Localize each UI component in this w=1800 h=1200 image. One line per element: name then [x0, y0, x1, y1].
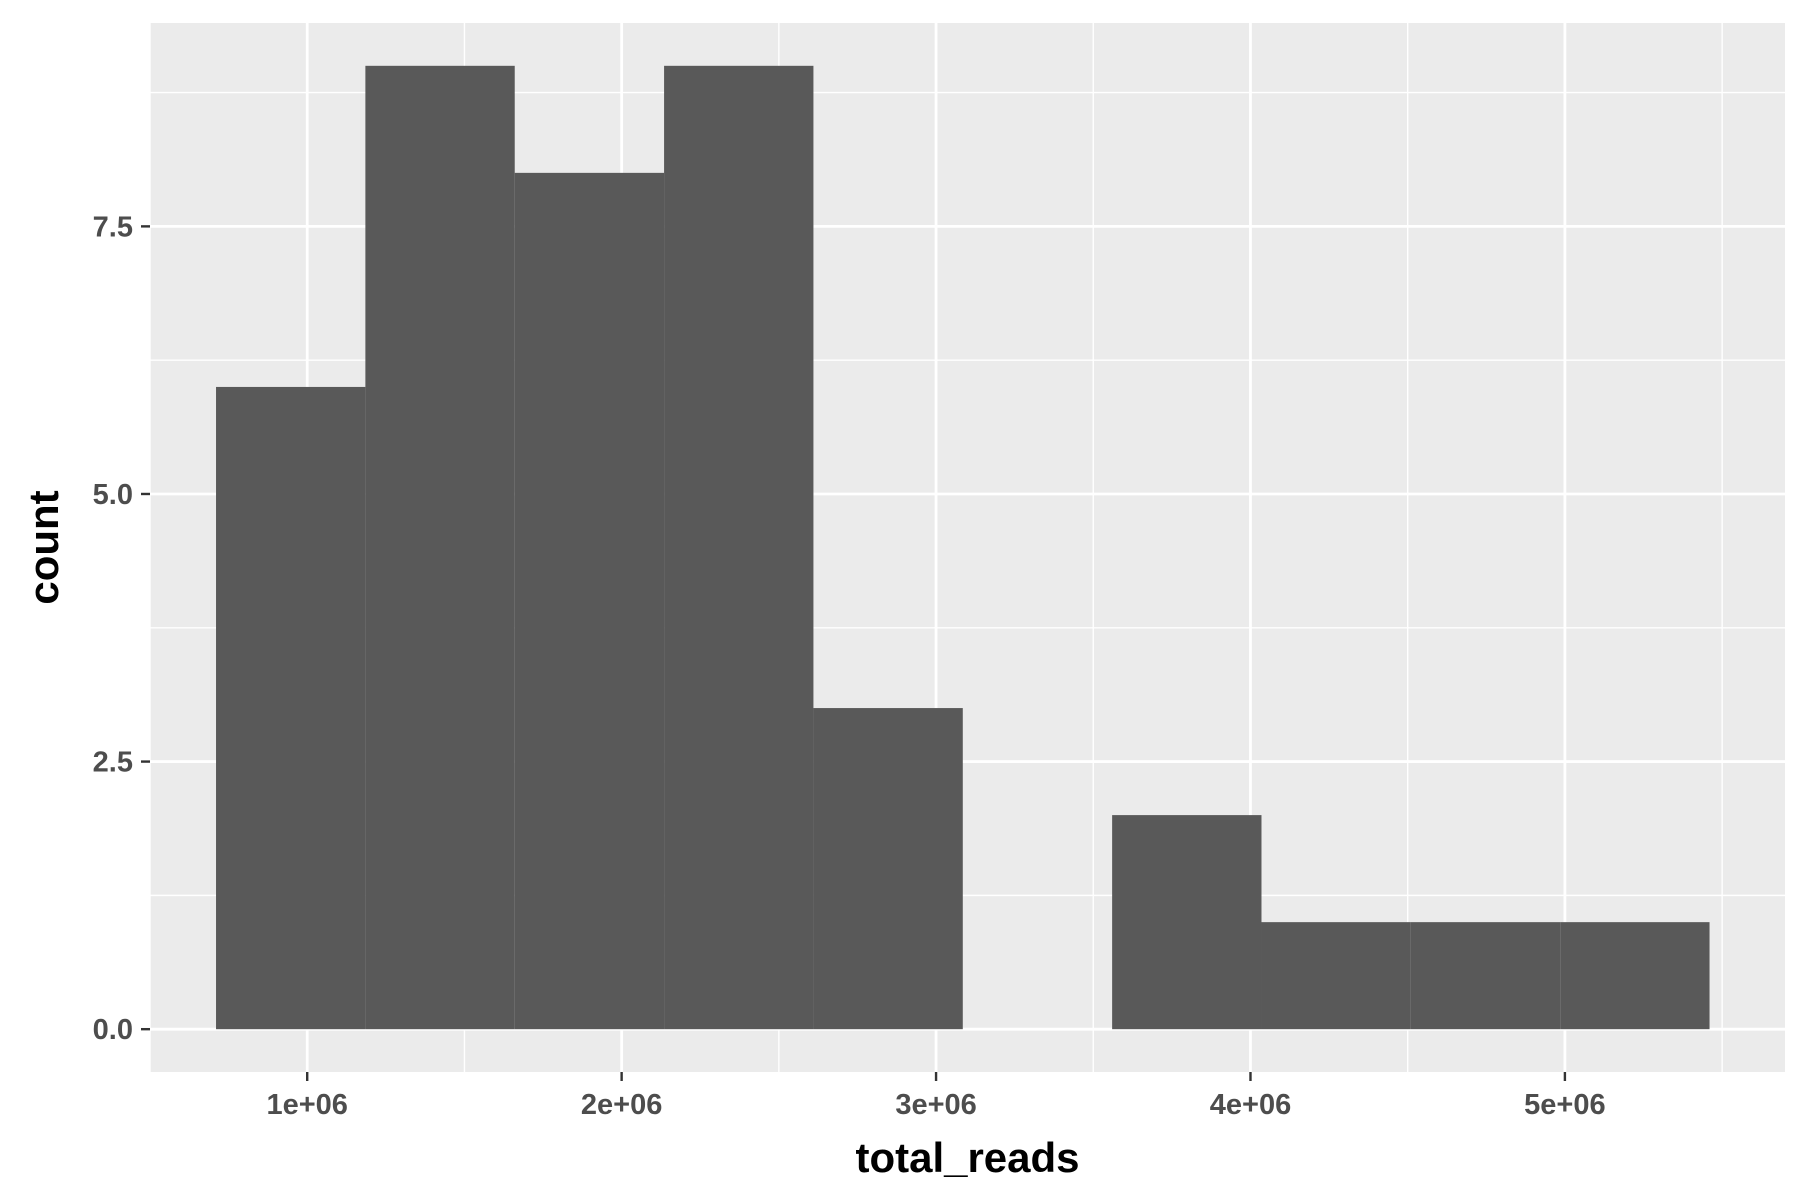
histogram-bars — [216, 65, 1710, 1030]
histogram-bar — [1112, 815, 1262, 1030]
x-tick-label: 2e+06 — [581, 1089, 662, 1121]
y-axis-title: count — [20, 490, 67, 604]
histogram-bar — [1410, 922, 1561, 1030]
histogram-bar — [216, 386, 366, 1030]
y-tick-label: 7.5 — [93, 211, 133, 243]
y-tick-label: 5.0 — [93, 479, 133, 511]
x-tick-label: 1e+06 — [266, 1089, 347, 1121]
y-tick-label: 2.5 — [93, 747, 133, 779]
x-tick-label: 5e+06 — [1524, 1089, 1605, 1121]
x-tick-label: 4e+06 — [1210, 1089, 1291, 1121]
x-axis: 1e+06 2e+06 3e+06 4e+06 5e+06 — [266, 1072, 1606, 1121]
histogram-bar — [514, 172, 665, 1030]
histogram-bar — [1261, 922, 1411, 1030]
histogram-bar — [1560, 922, 1710, 1030]
y-tick-label: 0.0 — [93, 1014, 133, 1046]
histogram-bar — [664, 65, 814, 1030]
histogram-bar — [365, 65, 515, 1030]
x-tick-label: 3e+06 — [895, 1089, 976, 1121]
y-axis: 0.0 2.5 5.0 7.5 — [93, 211, 150, 1046]
histogram-bar — [813, 708, 963, 1030]
x-axis-title: total_reads — [855, 1134, 1079, 1181]
